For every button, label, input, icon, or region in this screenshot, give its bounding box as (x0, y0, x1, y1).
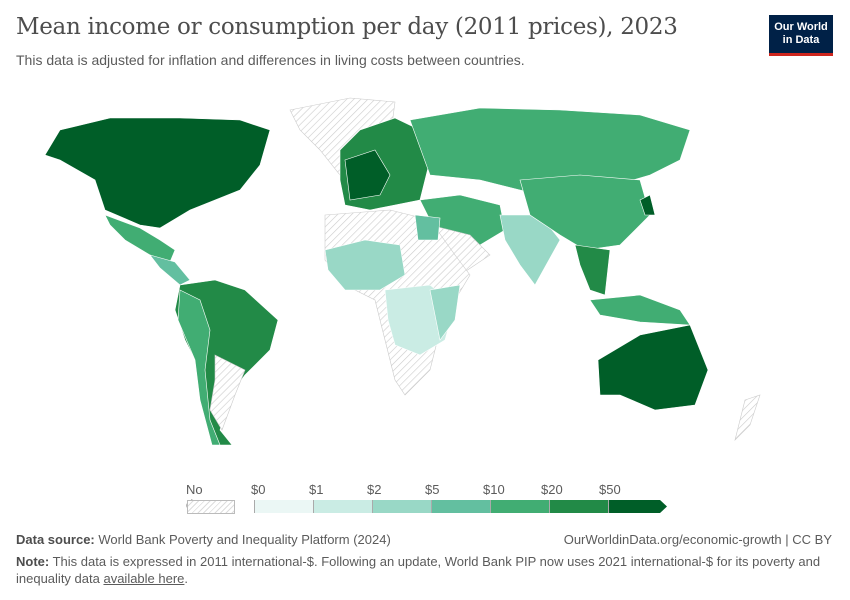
legend-tick: $0 (251, 482, 266, 497)
source-url[interactable]: OurWorldinData.org/economic-growth | CC … (563, 532, 832, 547)
region-japan-korea (639, 194, 656, 216)
legend-tick: $20 (541, 482, 563, 497)
world-map[interactable] (0, 95, 850, 475)
subtitle: This data is adjusted for inflation and … (16, 52, 525, 68)
region-indonesia (589, 294, 691, 326)
region-russia-asia (409, 107, 691, 196)
region-north-america (44, 117, 271, 229)
region-central-america (149, 254, 191, 286)
owid-logo[interactable]: Our World in Data (769, 15, 833, 56)
region-andes (177, 289, 221, 446)
data-source: Data source: World Bank Poverty and Ineq… (16, 532, 391, 547)
region-west-africa (324, 239, 406, 291)
legend-tick: $5 (425, 482, 440, 497)
legend-tick: $10 (483, 482, 505, 497)
no-data-swatch (187, 500, 235, 514)
region-china (519, 174, 651, 251)
legend-bins (254, 500, 667, 513)
legend-bin[interactable] (491, 500, 550, 513)
region-egypt (414, 214, 441, 241)
region-australia (597, 324, 709, 411)
legend-bin[interactable] (432, 500, 491, 513)
legend-bin[interactable] (373, 500, 432, 513)
region-new-zealand (734, 394, 761, 441)
legend-bin[interactable] (550, 500, 609, 513)
note: Note: This data is expressed in 2011 int… (16, 554, 821, 586)
region-east-africa (429, 284, 461, 341)
region-west-europe (344, 149, 391, 201)
legend-tick: $50 (599, 482, 621, 497)
region-southeast-asia (574, 244, 611, 296)
available-here-link[interactable]: available here (103, 571, 185, 586)
region-argentina (209, 354, 246, 431)
legend-tick: $2 (367, 482, 382, 497)
legend-bin[interactable] (254, 500, 314, 513)
page-title: Mean income or consumption per day (2011… (16, 14, 678, 40)
legend-bin[interactable] (609, 500, 667, 513)
legend-bin[interactable] (314, 500, 373, 513)
legend-tick: $1 (309, 482, 324, 497)
